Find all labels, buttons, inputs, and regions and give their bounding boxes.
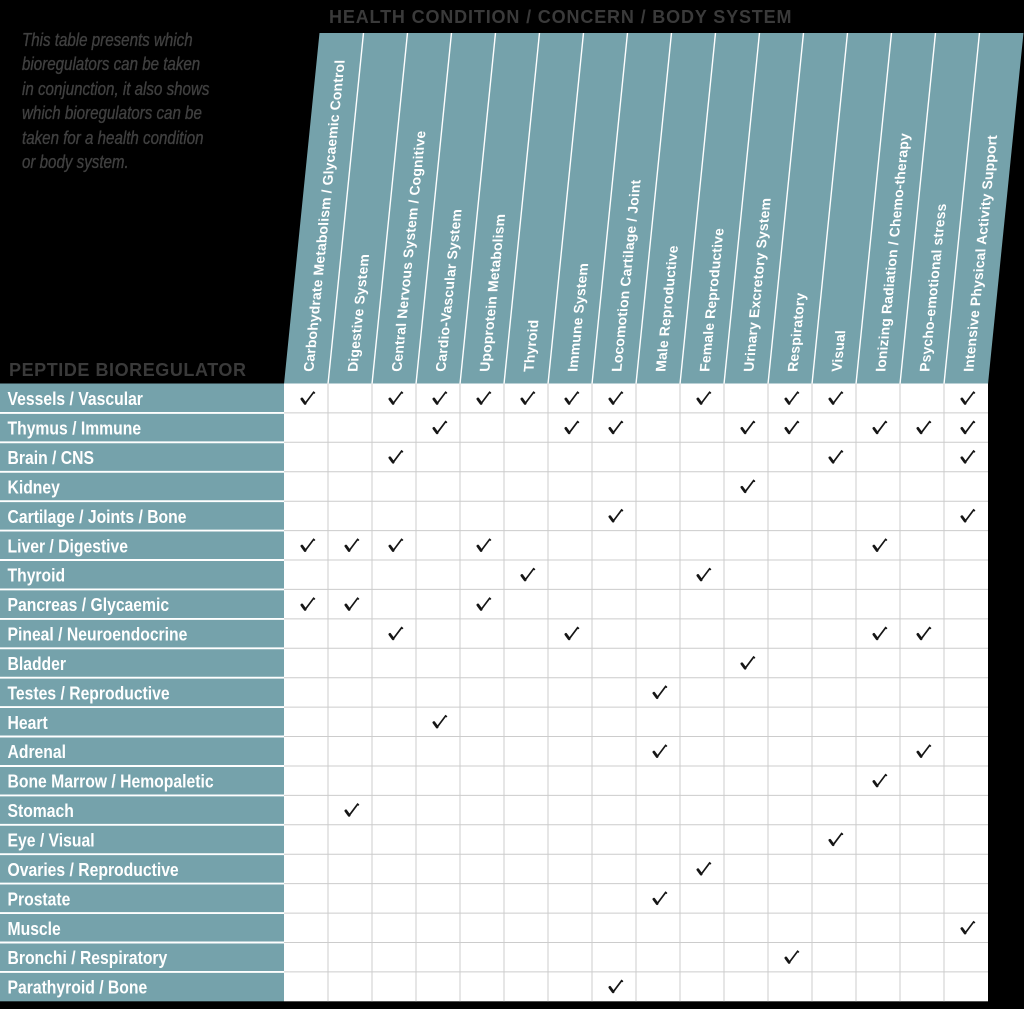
svg-text:Pancreas / Glycaemic: Pancreas / Glycaemic	[8, 594, 170, 616]
svg-text:Visual: Visual	[828, 330, 848, 372]
svg-text:Thymus / Immune: Thymus / Immune	[8, 417, 142, 439]
svg-text:Adrenal: Adrenal	[8, 741, 67, 763]
svg-text:Kidney: Kidney	[8, 476, 61, 498]
svg-text:Muscle: Muscle	[8, 918, 61, 940]
svg-text:Brain / CNS: Brain / CNS	[8, 447, 94, 469]
svg-text:Thyroid: Thyroid	[8, 564, 66, 586]
svg-text:Cartilage / Joints / Bone: Cartilage / Joints / Bone	[8, 506, 187, 528]
svg-text:Pineal / Neuroendocrine: Pineal / Neuroendocrine	[8, 623, 188, 645]
svg-text:Testes / Reproductive: Testes / Reproductive	[8, 682, 170, 704]
svg-text:Eye / Visual: Eye / Visual	[8, 829, 95, 851]
svg-text:Vessels / Vascular: Vessels / Vascular	[8, 388, 144, 410]
svg-text:Liver / Digestive: Liver / Digestive	[8, 535, 129, 557]
svg-text:Bronchi / Respiratory: Bronchi / Respiratory	[8, 947, 168, 969]
svg-text:Bone Marrow / Hemopaletic: Bone Marrow / Hemopaletic	[8, 770, 214, 792]
svg-text:Thyroid: Thyroid	[520, 320, 541, 372]
svg-text:Stomach: Stomach	[8, 800, 74, 822]
svg-text:Heart: Heart	[8, 712, 48, 734]
svg-text:Ovaries / Reproductive: Ovaries / Reproductive	[8, 859, 179, 881]
svg-text:Parathyroid / Bone: Parathyroid / Bone	[8, 976, 148, 998]
svg-text:Prostate: Prostate	[8, 888, 71, 910]
svg-text:Bladder: Bladder	[8, 653, 67, 675]
